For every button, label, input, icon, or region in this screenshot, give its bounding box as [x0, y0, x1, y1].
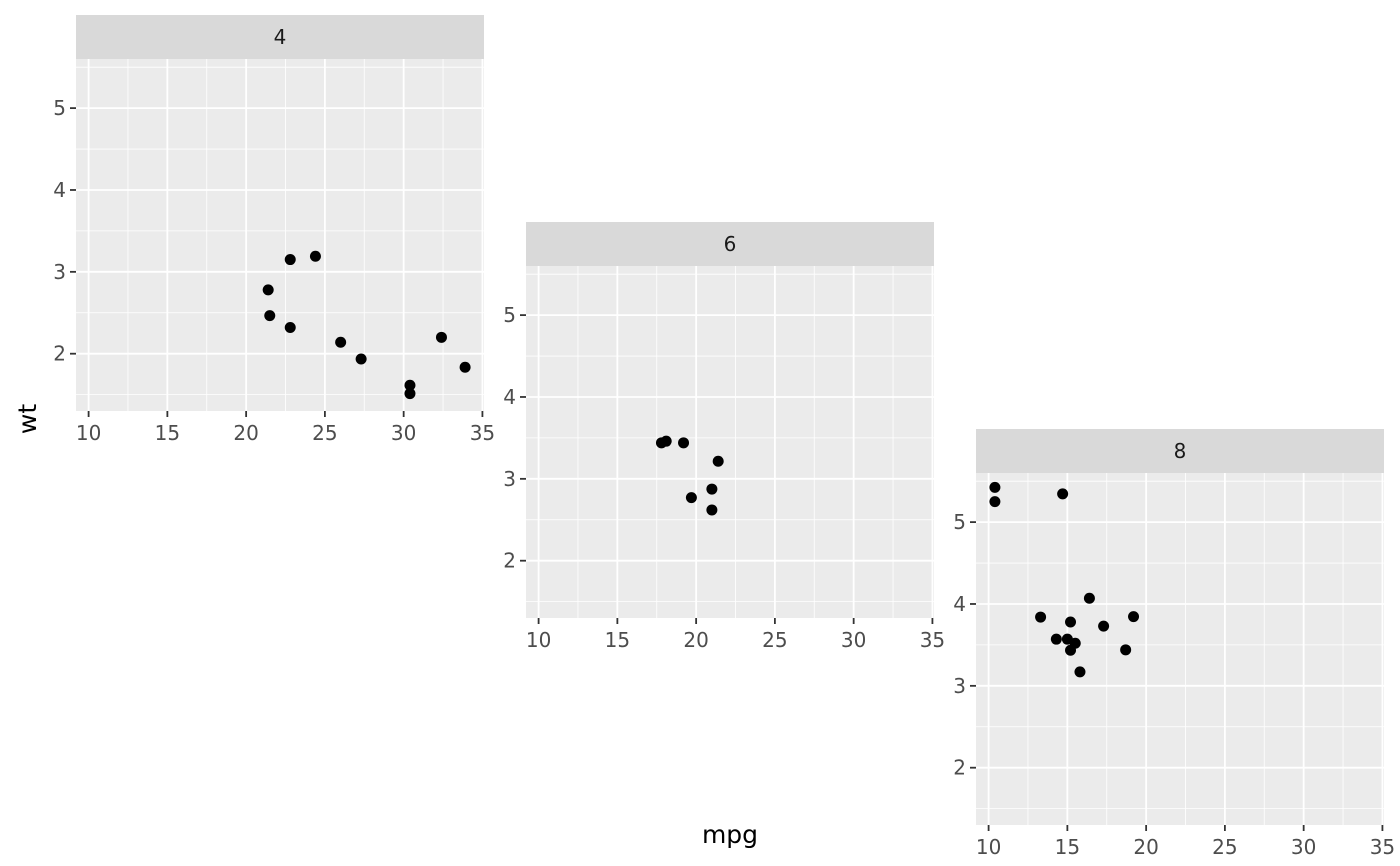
- x-tick-label: 30: [391, 421, 416, 445]
- x-tick-label: 30: [841, 628, 866, 652]
- data-point: [1061, 633, 1073, 645]
- y-tick-label: 3: [53, 260, 66, 284]
- data-point: [264, 310, 276, 322]
- data-point: [262, 284, 274, 296]
- data-point: [1120, 644, 1132, 656]
- data-point: [685, 492, 697, 504]
- data-point: [989, 496, 1001, 508]
- y-tick-label: 2: [953, 756, 966, 780]
- facet-strip: [526, 222, 934, 266]
- x-tick-label: 10: [976, 835, 1001, 859]
- panel-background: [526, 266, 934, 618]
- facet-strip-label: 8: [1174, 439, 1187, 463]
- data-point: [435, 331, 447, 343]
- y-tick-label: 4: [503, 385, 516, 409]
- data-point: [1074, 666, 1086, 678]
- y-tick-label: 4: [953, 592, 966, 616]
- data-point: [678, 437, 690, 449]
- data-point: [1083, 592, 1095, 604]
- x-tick-label: 20: [233, 421, 258, 445]
- facet-strip-label: 6: [724, 232, 737, 256]
- x-axis-title: mpg: [702, 820, 758, 849]
- data-point: [1035, 611, 1047, 623]
- y-tick-label: 5: [53, 96, 66, 120]
- facet-panel-4: 4 2 3 4 5 10 15 20 25 30 35: [53, 15, 495, 445]
- x-tick-label: 35: [1370, 835, 1395, 859]
- x-tick-label: 15: [155, 421, 180, 445]
- data-point: [404, 379, 416, 391]
- data-point: [1065, 616, 1077, 628]
- x-tick-label: 35: [920, 628, 945, 652]
- x-tick-label: 15: [605, 628, 630, 652]
- data-point: [712, 455, 724, 467]
- data-point: [284, 254, 296, 266]
- x-tick-label: 20: [683, 628, 708, 652]
- data-point: [1057, 488, 1069, 500]
- data-point: [335, 336, 347, 348]
- y-tick-label: 3: [953, 674, 966, 698]
- y-tick-label: 5: [953, 510, 966, 534]
- x-tick-label: 30: [1291, 835, 1316, 859]
- data-point: [1098, 620, 1110, 632]
- x-tick-label: 25: [762, 628, 787, 652]
- facet-strip-label: 4: [274, 25, 287, 49]
- y-tick-label: 4: [53, 178, 66, 202]
- x-tick-label: 15: [1055, 835, 1080, 859]
- x-tick-label: 25: [312, 421, 337, 445]
- data-point: [459, 361, 471, 373]
- x-tick-label: 35: [470, 421, 495, 445]
- data-point: [355, 353, 367, 365]
- facet-strip: [76, 15, 484, 59]
- data-point: [1065, 644, 1077, 656]
- data-point: [404, 388, 416, 400]
- data-point: [706, 483, 718, 495]
- data-point: [284, 322, 296, 334]
- y-tick-label: 2: [53, 342, 66, 366]
- data-point: [1050, 633, 1062, 645]
- data-point: [989, 481, 1001, 493]
- x-tick-label: 20: [1133, 835, 1158, 859]
- data-point: [706, 504, 718, 516]
- y-tick-label: 2: [503, 549, 516, 573]
- x-tick-label: 10: [76, 421, 101, 445]
- facet-strip: [976, 429, 1384, 473]
- panel-background: [976, 473, 1384, 825]
- data-point: [309, 250, 321, 262]
- x-tick-label: 10: [526, 628, 551, 652]
- panel-background: [76, 59, 484, 411]
- facet-panel-8: 8 2 3 4 5 10 15 20 25 30 35: [953, 429, 1395, 859]
- y-axis-title: wt: [13, 404, 42, 434]
- facet-panel-6: 6 2 3 4 5 10 15 20 25 30 35: [503, 222, 945, 652]
- data-point: [1128, 611, 1140, 623]
- y-tick-label: 5: [503, 303, 516, 327]
- data-point: [655, 437, 667, 449]
- x-tick-label: 25: [1212, 835, 1237, 859]
- y-tick-label: 3: [503, 467, 516, 491]
- facet-panels: 4 2 3 4 5 10 15 20 25 30 35 6 2 3 4 5 10 15 20 25 30 35 8 2 3 4 5 1…: [53, 15, 1395, 859]
